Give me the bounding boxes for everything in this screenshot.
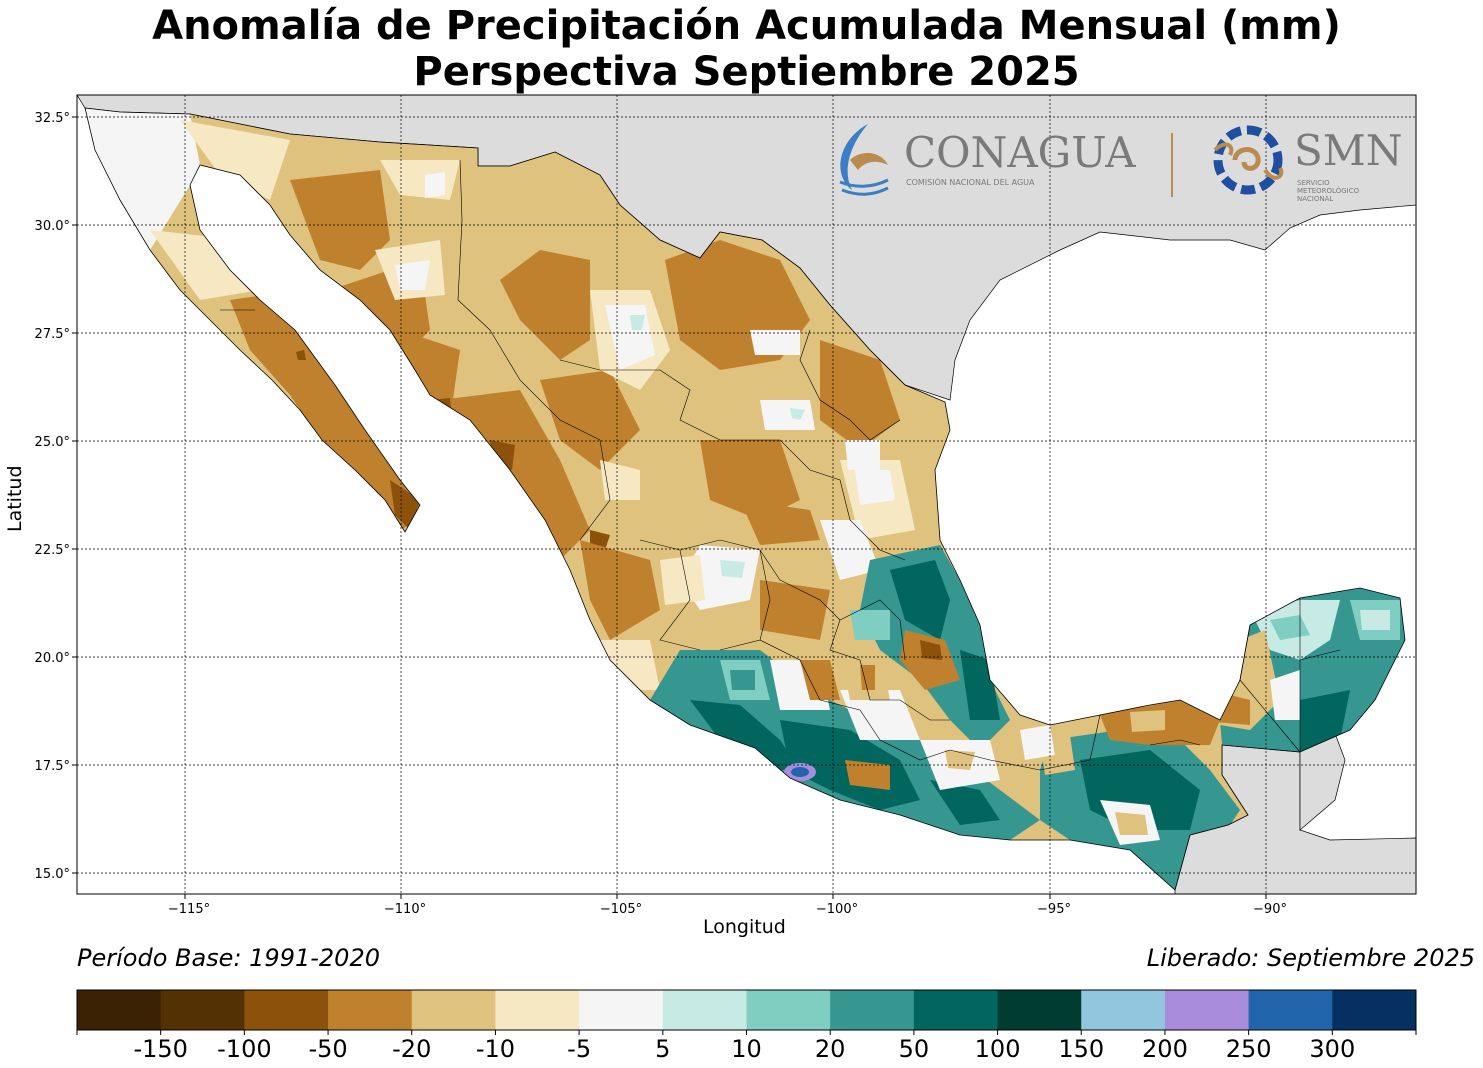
- x-tick-label: −110°: [384, 902, 426, 917]
- smn-subtitle-3: NACIONAL: [1297, 195, 1333, 203]
- x-tick-label: −115°: [168, 902, 210, 917]
- y-tick-label: 15.0°: [35, 867, 70, 882]
- base-period: Período Base: 1991-2020: [77, 944, 380, 972]
- x-tick-label: −105°: [600, 902, 642, 917]
- state-borders: [220, 159, 1341, 771]
- x-tick-label: −100°: [816, 902, 858, 917]
- mexico-outline: [84, 107, 1406, 891]
- y-tick-label: 25.0°: [35, 435, 70, 450]
- y-tick-label: 32.5°: [35, 111, 70, 126]
- x-axis-label: Longitud: [703, 916, 786, 938]
- conagua-subtitle: COMISIÓN NACIONAL DEL AGUA: [906, 176, 1035, 187]
- smn-subtitle-1: SERVICIO: [1297, 179, 1330, 187]
- x-tick-label: −95°: [1037, 902, 1071, 917]
- gridlines: [77, 95, 1416, 894]
- smn-name: SMN: [1294, 126, 1403, 175]
- x-axis-ticks: −115° −110° −105° −100° −95° −90°: [168, 894, 1287, 917]
- y-tick-label: 30.0°: [35, 219, 70, 234]
- smn-subtitle-2: METEOROLÓGICO: [1297, 186, 1360, 195]
- y-tick-label: 27.5°: [35, 327, 70, 342]
- release-date: Liberado: Septiembre 2025: [1146, 944, 1475, 972]
- y-tick-label: 22.5°: [35, 543, 70, 558]
- y-axis-label: Latitud: [4, 465, 26, 532]
- x-tick-label: −90°: [1253, 902, 1287, 917]
- y-axis-ticks: 32.5° 30.0° 27.5° 25.0° 22.5° 20.0° 17.5° 15.0°: [35, 111, 77, 882]
- map-subtitle: Perspectiva Septiembre 2025: [413, 49, 1080, 95]
- conagua-name: CONAGUA: [904, 128, 1136, 177]
- smn-logo: SMN SERVICIO METEOROLÓGICO NACIONAL: [1213, 125, 1403, 203]
- map-frame: [76, 94, 1417, 895]
- y-tick-label: 20.0°: [35, 651, 70, 666]
- y-tick-label: 17.5°: [35, 759, 70, 774]
- conagua-logo: CONAGUA COMISIÓN NACIONAL DEL AGUA: [839, 124, 1173, 197]
- map-title: Anomalía de Precipitación Acumulada Mens…: [152, 3, 1341, 49]
